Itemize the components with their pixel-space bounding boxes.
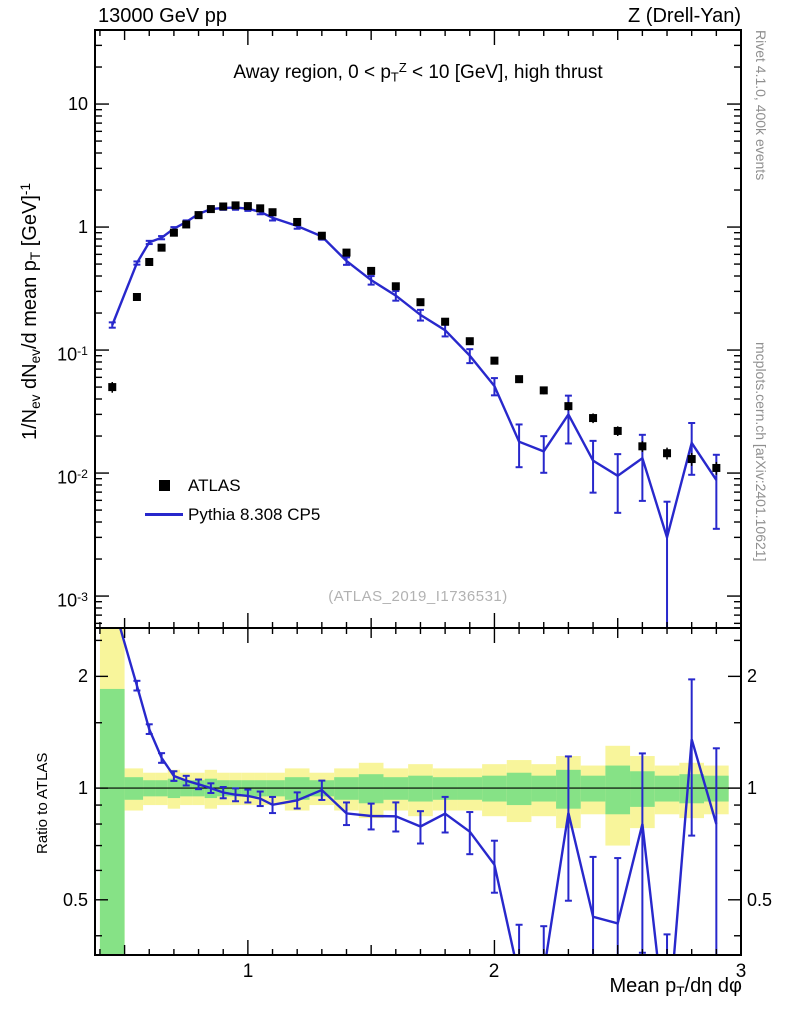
ratio-tick-left-1: 1 xyxy=(77,778,88,798)
ratio-band-yellow xyxy=(99,628,729,955)
analysis-id-watermark: (ATLAS_2019_I1736531) xyxy=(328,588,508,605)
process-label: Z (Drell-Yan) xyxy=(628,5,741,27)
pythia-line-marker xyxy=(145,513,183,516)
beam-energy-label: 13000 GeV pp xyxy=(98,5,227,27)
rivet-version-label: Rivet 4.1.0, 400k events xyxy=(753,30,769,181)
ratio-tick-left-2: 2 xyxy=(77,666,88,686)
legend-entry-pythia: Pythia 8.308 CP5 xyxy=(140,500,320,529)
y-tick-label-1: 1 xyxy=(77,217,88,237)
ratio-tick-left-0_5: 0.5 xyxy=(62,890,88,910)
atlas-points xyxy=(108,201,721,475)
ratio-tick-right-0_5: 0.5 xyxy=(747,890,773,910)
x-axis-label: Mean pT/dη dφ xyxy=(609,975,742,1000)
y-tick-label-1e-1: 10-1 xyxy=(57,344,88,365)
main-frame xyxy=(94,29,742,629)
atlas-square-marker xyxy=(158,480,170,491)
mcplots-arxiv-label: mcplots.cern.ch [arXiv:2401.10621] xyxy=(753,342,769,562)
legend-entry-atlas: ATLAS xyxy=(140,471,320,500)
ratio-tick-right-1: 1 xyxy=(747,778,758,798)
ratio-content xyxy=(95,628,741,955)
y-tick-label-10: 10 xyxy=(67,94,88,114)
y-tick-label-1e-3: 10-3 xyxy=(57,590,88,611)
ratio-tick-right-2: 2 xyxy=(747,666,758,686)
pythia-ratio-line xyxy=(118,628,718,955)
ratio-axis-label: Ratio to ATLAS xyxy=(34,752,51,854)
x-tick-label-3: 3 xyxy=(735,961,747,982)
x-tick-label-2: 2 xyxy=(488,961,500,982)
plot-title: Away region, 0 < pTZ < 10 [GeV], high th… xyxy=(233,60,603,85)
main-content xyxy=(108,204,720,628)
legend-label-pythia: Pythia 8.308 CP5 xyxy=(188,504,321,524)
x-tick-label-1: 1 xyxy=(242,961,254,982)
legend-label-atlas: ATLAS xyxy=(188,475,241,495)
legend: ATLAS Pythia 8.308 CP5 xyxy=(140,471,320,529)
y-tick-label-1e-2: 10-2 xyxy=(57,467,88,488)
ratio-frame xyxy=(94,627,742,956)
